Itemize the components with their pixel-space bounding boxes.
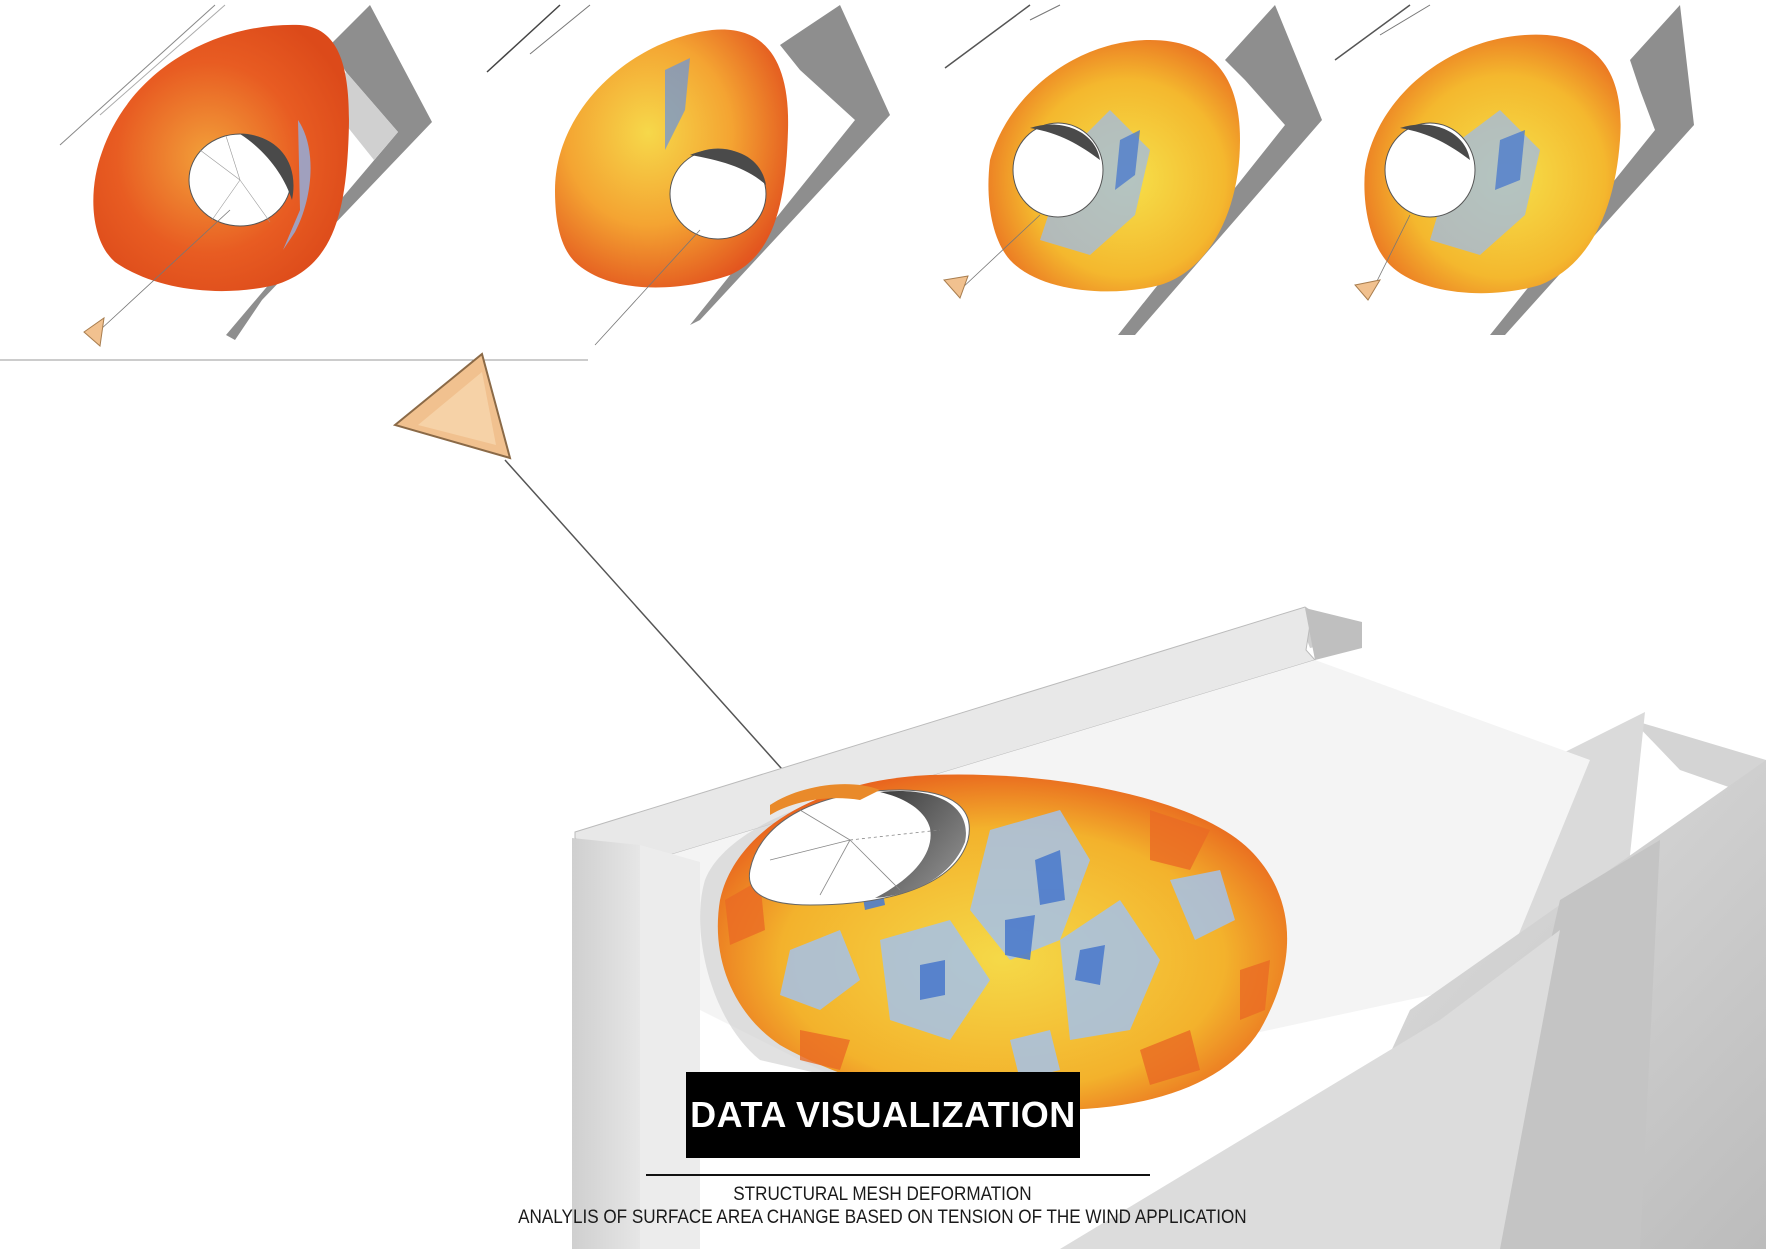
kite-tether (99, 209, 231, 331)
wind-line (1029, 4, 1061, 21)
low-tension-zone (665, 58, 690, 150)
kite (1354, 279, 1382, 301)
building-wall-shadow (1480, 840, 1660, 1249)
main-opening-spokes (769, 809, 941, 896)
kite-tether (959, 214, 1041, 291)
building-wall-front (1060, 930, 1560, 1249)
building-shadow (226, 5, 432, 340)
building-shadow (690, 5, 890, 325)
thumbnail-stage-1 (59, 4, 432, 347)
wind-line (944, 4, 1031, 69)
wind-line (486, 4, 561, 73)
opening-rim (770, 784, 880, 815)
title-rule (646, 1174, 1150, 1176)
roof-edge-right (1632, 720, 1766, 800)
opening-spokes (199, 135, 271, 223)
kite-tether (1374, 214, 1411, 286)
subtitle-line-2: ANALYLIS OF SURFACE AREA CHANGE BASED ON… (518, 1207, 1247, 1228)
high-tension-zones (725, 810, 1270, 1085)
main-opening-shadow (875, 791, 966, 898)
opening-shadow (1400, 124, 1470, 160)
low-tension-zone (283, 120, 311, 250)
thumbnail-stage-3 (943, 4, 1322, 335)
subtitle-line-1: STRUCTURAL MESH DEFORMATION (733, 1184, 1032, 1205)
building-wall-left (572, 838, 640, 1249)
opening-shadow (1030, 124, 1100, 160)
mesh-opening (669, 148, 767, 240)
kite (943, 275, 969, 299)
mesh-opening (1384, 122, 1476, 218)
wind-line (1379, 4, 1431, 36)
wind-line (99, 4, 226, 116)
wind-line (1334, 4, 1411, 61)
kite-highlight (418, 372, 496, 445)
kite (83, 316, 105, 347)
building-shadow (1490, 5, 1694, 335)
building-shadow (1118, 5, 1322, 335)
opening-shadow (240, 134, 294, 200)
lowest-tension-zone (1495, 130, 1525, 190)
parapet-corner (1305, 608, 1362, 660)
thumbnail-stage-4 (1334, 4, 1694, 335)
mesh-opening (1012, 122, 1104, 218)
kite-tether (594, 229, 701, 346)
wind-line (529, 4, 591, 55)
page-title: DATA VISUALIZATION (690, 1094, 1076, 1135)
building-wall-left-face (640, 845, 700, 1249)
lowest-tension-zone (1115, 130, 1140, 190)
opening-shadow (690, 149, 766, 185)
thumbnail-stage-2 (486, 4, 890, 346)
title-box: DATA VISUALIZATION (686, 1072, 1080, 1158)
main-perspective-view (392, 352, 1766, 1249)
wind-line (59, 4, 216, 146)
